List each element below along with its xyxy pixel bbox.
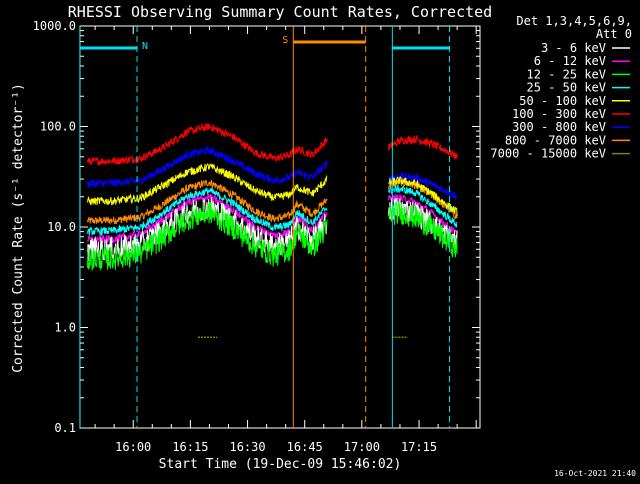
legend-label: 50 - 100 keV bbox=[519, 94, 606, 108]
series-line-300-800keV-segment2 bbox=[388, 171, 458, 201]
night-label: N bbox=[142, 41, 148, 52]
x-tick-label: 16:15 bbox=[172, 440, 208, 454]
x-tick-label: 16:00 bbox=[115, 440, 151, 454]
y-tick-label: 100.0 bbox=[40, 120, 76, 134]
legend-header-2: Att 0 bbox=[596, 27, 632, 41]
series-line-6-12keV bbox=[87, 193, 328, 245]
legend-label: 300 - 800 keV bbox=[512, 120, 606, 134]
series-line-50-100keV-segment2 bbox=[388, 176, 458, 217]
y-tick-label: 10.0 bbox=[47, 220, 76, 234]
y-tick-label: 1000.0 bbox=[33, 19, 76, 33]
legend-label: 3 - 6 keV bbox=[541, 41, 606, 55]
legend-label: 12 - 25 keV bbox=[527, 67, 606, 81]
series-line-800-7000keV bbox=[87, 179, 328, 225]
series-line-12-25keV bbox=[87, 202, 328, 271]
y-tick-label: 0.1 bbox=[54, 421, 76, 435]
series-line-12-25keV-segment2 bbox=[388, 200, 458, 258]
saa-label: S bbox=[282, 35, 288, 46]
legend-label: 100 - 300 keV bbox=[512, 107, 606, 121]
series-line-300-800keV bbox=[87, 145, 328, 189]
x-axis-label: Start Time (19-Dec-09 15:46:02) bbox=[159, 457, 402, 472]
series-line-50-100keV bbox=[87, 163, 328, 206]
x-tick-label: 17:00 bbox=[344, 440, 380, 454]
legend-label: 25 - 50 keV bbox=[527, 81, 606, 95]
chart-title: RHESSI Observing Summary Count Rates, Co… bbox=[68, 3, 492, 21]
series-line-25-50keV bbox=[87, 187, 328, 237]
y-axis-label: Corrected Count Rate (s⁻¹ detector⁻¹) bbox=[11, 83, 26, 373]
legend-label: 7000 - 15000 keV bbox=[490, 147, 606, 161]
series-line-25-50keV-segment2 bbox=[388, 184, 458, 229]
legend-header-1: Det 1,3,4,5,6,9, bbox=[516, 14, 632, 28]
timestamp: 16-Oct-2021 21:40 bbox=[554, 469, 636, 478]
series-line-100-300keV bbox=[87, 122, 328, 166]
series-line-100-300keV-segment2 bbox=[388, 134, 458, 161]
x-tick-label: 16:45 bbox=[287, 440, 323, 454]
x-tick-label: 17:15 bbox=[401, 440, 437, 454]
legend-label: 800 - 7000 keV bbox=[505, 133, 606, 147]
legend-label: 6 - 12 keV bbox=[534, 54, 606, 68]
x-tick-label: 16:30 bbox=[229, 440, 265, 454]
y-tick-label: 1.0 bbox=[54, 321, 76, 335]
